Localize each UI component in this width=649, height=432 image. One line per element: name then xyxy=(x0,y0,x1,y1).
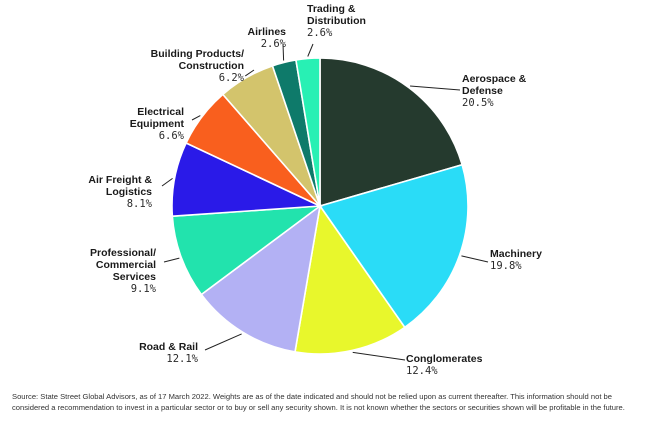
slice-label-name: Defense xyxy=(462,85,503,97)
slice-label: Electrical Equipment 6.6% xyxy=(130,106,185,142)
slice-label: Professional/Commercial Services 9.1% xyxy=(90,247,157,295)
slice-label-value: 2.6% xyxy=(261,38,287,50)
slice-label-name: Air Freight & xyxy=(88,174,152,186)
slice-label-name: Road & Rail xyxy=(139,341,198,353)
pie-chart: Aerospace & Defense 20.5% Machinery 19.8% Con… xyxy=(88,3,542,377)
leader-lines xyxy=(161,43,489,361)
slice-label-value: 6.2% xyxy=(219,72,245,84)
slice-label-name: Conglomerates xyxy=(406,353,483,365)
slice-label: Conglomerates 12.4% xyxy=(406,353,483,377)
source-note: Source: State Street Global Advisors, as… xyxy=(12,392,625,412)
slice-label-name: Building Products/ xyxy=(151,48,244,60)
slice-label-name: Equipment xyxy=(130,118,185,130)
leader-line xyxy=(163,257,180,263)
leader-line xyxy=(161,177,173,187)
slice-label: Building Products/Construction 6.2% xyxy=(151,48,245,84)
slice-label-name: Electrical xyxy=(137,106,184,118)
leader-line xyxy=(282,43,285,61)
slice-label: Airlines 2.6% xyxy=(247,26,286,50)
slice-label-value: 12.4% xyxy=(406,365,438,377)
leader-line xyxy=(307,43,314,57)
slice-labels: Aerospace & Defense 20.5% Machinery 19.8% Con… xyxy=(88,3,542,377)
pie-slice xyxy=(294,203,406,355)
slice-label: Road & Rail 12.1% xyxy=(139,341,199,365)
slice-label-value: 8.1% xyxy=(127,198,153,210)
pie-slice xyxy=(171,205,323,296)
slice-label-name: Construction xyxy=(179,60,244,72)
slice-label-value: 12.1% xyxy=(166,353,198,365)
pie-slice xyxy=(318,163,469,329)
slice-label-value: 2.6% xyxy=(307,27,333,39)
slice-label: Aerospace & Defense 20.5% xyxy=(462,73,527,109)
slice-label: Air Freight & Logistics 8.1% xyxy=(88,174,152,210)
slice-label-value: 9.1% xyxy=(131,283,157,295)
slice-label-value: 19.8% xyxy=(490,260,522,272)
slice-label-name: Logistics xyxy=(106,186,152,198)
slice-label-name: Distribution xyxy=(307,15,366,27)
leader-line xyxy=(191,115,201,121)
slice-label-name: Aerospace & xyxy=(462,73,527,85)
pie-slices xyxy=(171,57,469,355)
slice-label-name: Machinery xyxy=(490,248,542,260)
slice-label-value: 20.5% xyxy=(462,97,494,109)
slice-label-value: 6.6% xyxy=(159,130,185,142)
slice-label-name: Commercial xyxy=(96,259,156,271)
slice-label-name: Trading & xyxy=(307,3,356,15)
pie-slice xyxy=(200,204,322,353)
slice-label-name: Services xyxy=(113,271,156,283)
leader-line xyxy=(352,351,406,361)
leader-line xyxy=(410,85,461,91)
leader-line xyxy=(461,255,489,263)
leader-line xyxy=(244,69,255,77)
slice-label: Machinery 19.8% xyxy=(490,248,542,272)
slice-label-name: Airlines xyxy=(247,26,286,38)
slice-label: Trading & Distribution 2.6% xyxy=(307,3,366,39)
pie-slice xyxy=(319,57,464,208)
slice-label-name: Professional/ xyxy=(90,247,156,259)
pie-slice xyxy=(295,57,321,207)
leader-line xyxy=(204,333,242,351)
